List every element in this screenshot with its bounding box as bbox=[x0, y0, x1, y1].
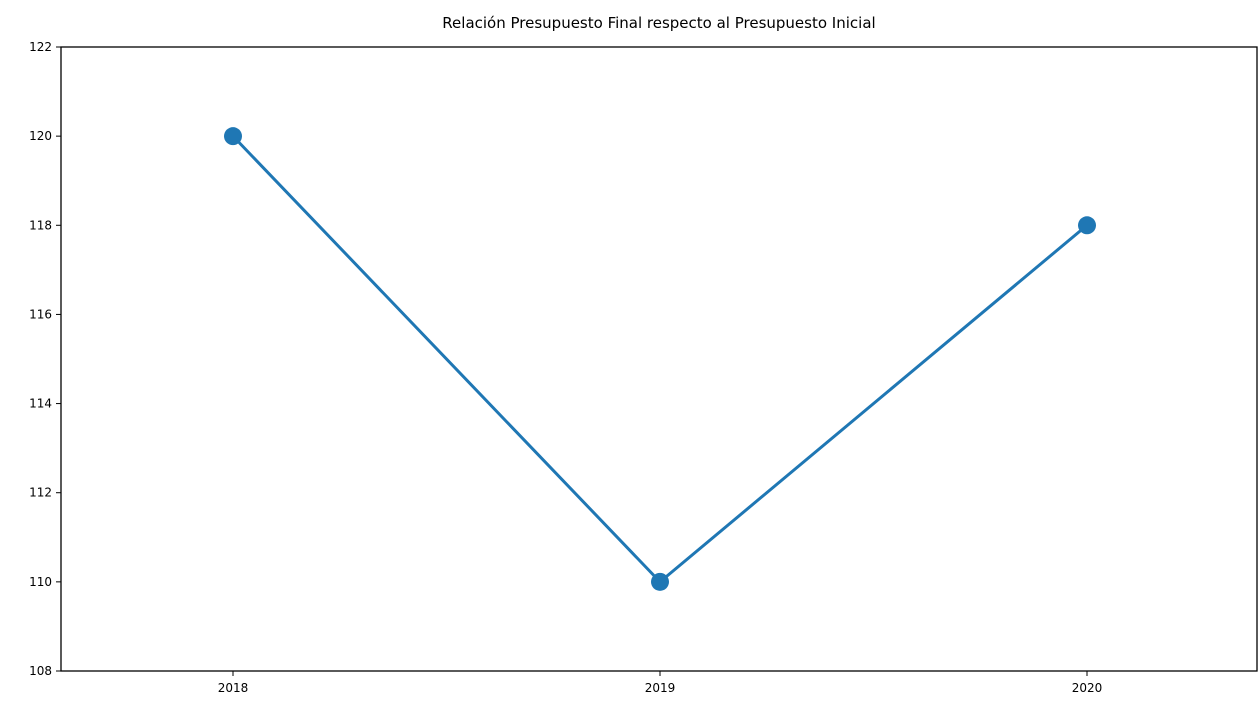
x-tick-label: 2018 bbox=[218, 681, 249, 695]
y-tick-label: 118 bbox=[29, 218, 52, 232]
y-tick-label: 108 bbox=[29, 664, 52, 678]
x-tick-label: 2019 bbox=[645, 681, 676, 695]
series-line bbox=[231, 135, 1088, 584]
y-tick-label: 110 bbox=[29, 575, 52, 589]
data-point-2019 bbox=[651, 572, 669, 591]
y-tick-label: 116 bbox=[29, 307, 52, 321]
data-point-2020 bbox=[1078, 216, 1096, 235]
plot-area: 108 110 112 114 116 118 120 122 2018 2019 2020 bbox=[29, 40, 1258, 695]
y-tick-label: 120 bbox=[29, 129, 52, 143]
y-tick-label: 122 bbox=[29, 40, 52, 54]
y-tick-label: 114 bbox=[29, 397, 52, 411]
data-point-2018 bbox=[224, 127, 242, 146]
x-tick-label: 2020 bbox=[1072, 681, 1103, 695]
plot-frame bbox=[60, 46, 1258, 672]
y-tick-label: 112 bbox=[29, 486, 52, 500]
chart-title: Relación Presupuesto Final respecto al P… bbox=[442, 14, 875, 32]
